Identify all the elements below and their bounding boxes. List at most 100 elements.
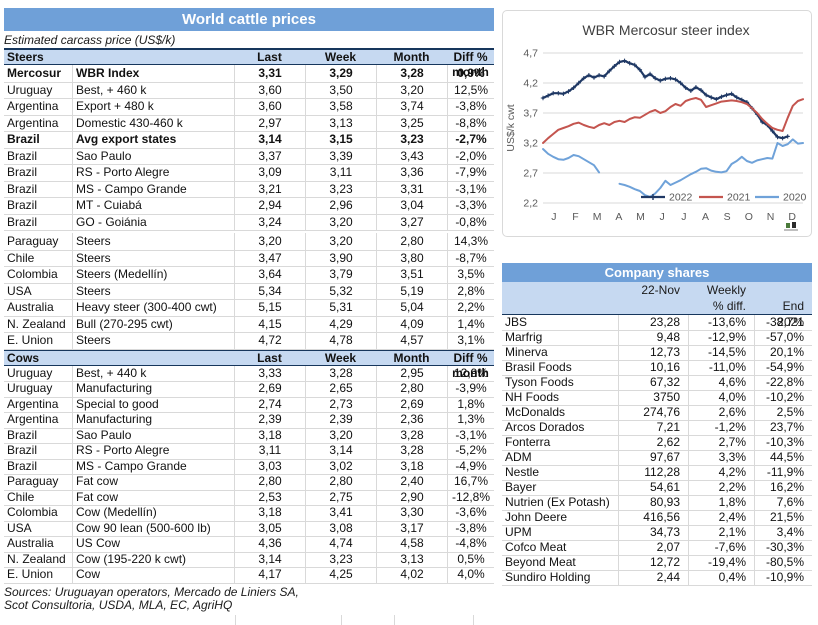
cell-month: 3,27 xyxy=(376,213,447,231)
series-line-2020 xyxy=(618,138,804,198)
cell-price: 2,62 xyxy=(618,435,688,451)
y-tick-label: 2,7 xyxy=(523,168,538,180)
company-row: Bayer 54,61 2,2% 16,2% xyxy=(502,480,812,496)
cell-weekly: 0,4% xyxy=(688,570,754,586)
section-label: Steers xyxy=(7,50,44,64)
cell-desc: Cow xyxy=(72,567,234,584)
cell-last: 3,14 xyxy=(234,131,305,149)
table-row: Brazil Avg export states 3,14 3,15 3,23 -2,7% xyxy=(4,131,494,149)
company-row: Sundiro Holding 2,44 0,4% -10,9% xyxy=(502,570,812,586)
cell-name: Brasil Foods xyxy=(502,360,618,376)
cell-last: 4,72 xyxy=(234,332,305,350)
cell-month: 4,58 xyxy=(376,536,447,553)
panel-title: World cattle prices xyxy=(4,8,494,31)
cell-month: 2,36 xyxy=(376,412,447,429)
cell-diff: -2,0% xyxy=(447,147,494,165)
cell-name: Sundiro Holding xyxy=(502,570,618,586)
cell-name: Marfrig xyxy=(502,330,618,346)
table-row: Brazil MT - Cuiabá 2,94 2,96 3,04 -3,3% xyxy=(4,197,494,215)
table-row: E. Union Steers 4,72 4,78 4,57 3,1% xyxy=(4,332,494,350)
legend-item-2022: 2022 xyxy=(641,192,693,204)
cell-weekly: 1,8% xyxy=(688,495,754,511)
cell-month: 3,04 xyxy=(376,197,447,215)
cell-month: 3,31 xyxy=(376,180,447,198)
table-row: Uruguay Manufacturing 2,69 2,65 2,80 -3,9% xyxy=(4,381,494,398)
cell-week: 3,23 xyxy=(305,551,376,568)
cell-country: Brazil xyxy=(4,197,72,215)
cell-desc: Steers xyxy=(72,249,234,267)
column-header: Last xyxy=(257,350,282,365)
series-line-2020 xyxy=(542,148,601,174)
column-header: Last xyxy=(257,50,282,64)
cell-diff: -3,8% xyxy=(447,98,494,116)
table-row: Chile Steers 3,47 3,90 3,80 -8,7% xyxy=(4,249,494,267)
cell-country: Uruguay xyxy=(4,82,72,99)
table-row: N. Zealand Bull (270-295 cwt) 4,15 4,29 4,09… xyxy=(4,315,494,333)
table-row: Chile Fat cow 2,53 2,75 2,90 -12,8% xyxy=(4,489,494,506)
cell-last: 3,14 xyxy=(234,551,305,568)
cell-end: -38,7% xyxy=(754,315,812,331)
cell-last: 5,15 xyxy=(234,299,305,317)
cell-last: 3,64 xyxy=(234,266,305,284)
table-row: Brazil MS - Campo Grande 3,21 3,23 3,31 -3,1% xyxy=(4,180,494,198)
cell-week: 3,41 xyxy=(305,505,376,522)
cell-desc: Manufacturing xyxy=(72,381,234,398)
cell-week: 3,50 xyxy=(305,81,376,99)
cell-diff: 0,9% xyxy=(447,65,494,83)
cell-last: 3,47 xyxy=(234,249,305,267)
cell-month: 3,80 xyxy=(376,249,447,267)
cell-week: 3,20 xyxy=(305,213,376,231)
cell-week: 3,79 xyxy=(305,266,376,284)
cell-month: 3,74 xyxy=(376,98,447,116)
cell-country: Colombia xyxy=(4,505,72,522)
company-row: Marfrig 9,48 -12,9% -57,0% xyxy=(502,330,812,346)
table-row: Argentina Domestic 430-460 k 2,97 3,13 3,25-… xyxy=(4,114,494,132)
cell-desc: RS - Porto Alegre xyxy=(72,164,234,182)
cell-week: 3,14 xyxy=(305,443,376,460)
cell-last: 3,37 xyxy=(234,147,305,165)
cell-last: 3,05 xyxy=(234,520,305,537)
company-row: McDonalds 274,76 2,6% 2,5% xyxy=(502,405,812,421)
cell-month: 2,90 xyxy=(376,489,447,506)
cell-last: 3,21 xyxy=(234,180,305,198)
company-row: UPM 34,73 2,1% 3,4% xyxy=(502,525,812,541)
cell-end: 7,6% xyxy=(754,495,812,511)
cell-desc: Domestic 430-460 k xyxy=(72,114,234,132)
company-shares-header: 22-Nov Weekly % diff. End 2021 xyxy=(502,282,812,329)
x-tick-label: N xyxy=(767,211,775,223)
cell-weekly: 4,2% xyxy=(688,465,754,481)
cell-week: 3,39 xyxy=(305,147,376,165)
x-tick-label: O xyxy=(745,211,753,223)
cell-diff: 3,1% xyxy=(447,332,494,350)
cell-price: 12,73 xyxy=(618,345,688,361)
cell-last: 2,97 xyxy=(234,114,305,132)
cell-country: Argentina xyxy=(4,98,72,116)
cell-weekly: -11,0% xyxy=(688,360,754,376)
cell-week: 2,96 xyxy=(305,197,376,215)
cell-weekly: 3,3% xyxy=(688,450,754,466)
cell-diff: 3,5% xyxy=(447,266,494,284)
company-row: John Deere 416,56 2,4% 21,5% xyxy=(502,510,812,526)
cell-diff: -3,1% xyxy=(447,427,494,444)
cell-diff: -7,9% xyxy=(447,164,494,182)
cell-price: 416,56 xyxy=(618,510,688,526)
table-row: Mercosur WBR Index 3,31 3,29 3,28 0,9% xyxy=(4,65,494,83)
cell-end: 20,1% xyxy=(754,345,812,361)
cell-weekly: -14,5% xyxy=(688,345,754,361)
cell-end: 21,5% xyxy=(754,510,812,526)
header-date: 22-Nov xyxy=(641,283,680,297)
cell-end: -30,3% xyxy=(754,540,812,556)
table-row: Argentina Export + 480 k 3,60 3,58 3,74 -3,8% xyxy=(4,98,494,116)
cell-price: 67,32 xyxy=(618,375,688,391)
table-row: Paraguay Steers 3,20 3,20 2,80 14,3% xyxy=(4,233,494,251)
cell-month: 2,69 xyxy=(376,396,447,413)
cell-last: 3,33 xyxy=(234,365,305,382)
cell-week: 5,31 xyxy=(305,299,376,317)
sources-line-1: Sources: Uruguayan operators, Mercado de… xyxy=(4,584,299,599)
cell-last: 2,94 xyxy=(234,197,305,215)
table-row: Argentina Special to good 2,74 2,73 2,69 1,8% xyxy=(4,396,494,413)
cell-diff: -0,8% xyxy=(447,213,494,231)
cell-desc: Steers xyxy=(72,282,234,300)
cell-month: 3,28 xyxy=(376,65,447,83)
table-row: Brazil Sao Paulo 3,18 3,20 3,28 -3,1% xyxy=(4,427,494,444)
